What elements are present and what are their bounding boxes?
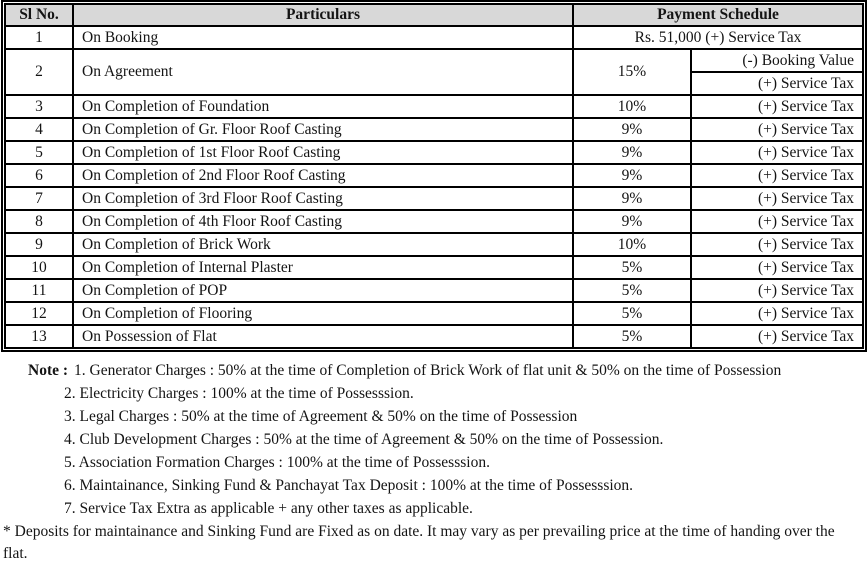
col-header-particulars: Particulars [72, 3, 574, 27]
notes-section: Note : 1. Generator Charges : 50% at the … [0, 359, 868, 565]
cell-service-tax: (+) Service Tax [690, 186, 864, 211]
cell-sl-no: 7 [4, 186, 74, 211]
cell-adjustment: (+) Service Tax [690, 71, 864, 96]
table-row: 12 On Completion of Flooring 5% (+) Serv… [4, 301, 864, 326]
note-item: 6. Maintainance, Sinking Fund & Panchaya… [64, 477, 634, 494]
cell-percent: 15% [572, 48, 692, 96]
table-row: 7 On Completion of 3rd Floor Roof Castin… [4, 186, 864, 211]
cell-particulars: On Completion of Brick Work [72, 232, 574, 257]
cell-service-tax: (+) Service Tax [690, 163, 864, 188]
cell-service-tax: (+) Service Tax [690, 301, 864, 326]
note-item: 5. Association Formation Charges : 100% … [64, 454, 490, 471]
note-item: 7. Service Tax Extra as applicable + any… [64, 500, 473, 517]
table-row: (+) Service Tax [5, 71, 864, 96]
cell-particulars: On Completion of Flooring [72, 301, 574, 326]
cell-sl-no: 10 [4, 255, 74, 280]
cell-sl-no: 1 [4, 25, 74, 50]
cell-particulars: On Completion of Foundation [72, 94, 574, 119]
table-row: 6 On Completion of 2nd Floor Roof Castin… [4, 163, 864, 188]
table-row: 4 On Completion of Gr. Floor Roof Castin… [4, 117, 864, 142]
table-row: 5 On Completion of 1st Floor Roof Castin… [4, 140, 864, 165]
col-header-sl-no: Sl No. [4, 3, 74, 27]
cell-percent: 5% [572, 324, 692, 349]
cell-particulars: On Completion of 3rd Floor Roof Casting [72, 186, 574, 211]
table-row: 3 On Completion of Foundation 10% (+) Se… [4, 94, 864, 119]
note-item: 1. Generator Charges : 50% at the time o… [74, 362, 782, 379]
table-row: 1 On Booking Rs. 51,000 (+) Service Tax [4, 25, 864, 50]
cell-particulars: On Completion of 4th Floor Roof Casting [72, 209, 574, 234]
cell-percent: 5% [572, 255, 692, 280]
cell-percent: 9% [572, 209, 692, 234]
cell-particulars: On Completion of 2nd Floor Roof Casting [72, 163, 574, 188]
header-row: Sl No. Particulars Payment Schedule [4, 3, 864, 27]
cell-sl-no: 4 [4, 117, 74, 142]
table-row: 13 On Possession of Flat 5% (+) Service … [4, 324, 864, 349]
cell-percent: 9% [572, 140, 692, 165]
cell-service-tax: (+) Service Tax [690, 117, 864, 142]
cell-percent: 5% [572, 278, 692, 303]
table-row: 10 On Completion of Internal Plaster 5% … [4, 255, 864, 280]
cell-adjustment: (-) Booking Value [690, 48, 864, 73]
cell-particulars: On Agreement [72, 48, 574, 96]
cell-sl-no: 8 [4, 209, 74, 234]
cell-service-tax: (+) Service Tax [690, 232, 864, 257]
cell-sl-no: 5 [4, 140, 74, 165]
cell-sl-no: 2 [4, 48, 74, 96]
cell-particulars: On Completion of Gr. Floor Roof Casting [72, 117, 574, 142]
schedule-table: Sl No. Particulars Payment Schedule 1 On… [4, 3, 864, 349]
cell-sl-no: 9 [4, 232, 74, 257]
note-line-1: Note : 1. Generator Charges : 50% at the … [0, 359, 868, 382]
cell-sl-no: 3 [4, 94, 74, 119]
cell-particulars: On Completion of 1st Floor Roof Casting [72, 140, 574, 165]
cell-percent: 9% [572, 186, 692, 211]
cell-service-tax: (+) Service Tax [690, 140, 864, 165]
col-header-payment-schedule: Payment Schedule [572, 3, 864, 27]
cell-sl-no: 13 [4, 324, 74, 349]
cell-percent: 5% [572, 301, 692, 326]
footnote: * Deposits for maintainance and Sinking … [3, 523, 835, 562]
cell-service-tax: (+) Service Tax [690, 255, 864, 280]
cell-service-tax: (+) Service Tax [690, 278, 864, 303]
cell-percent: 9% [572, 163, 692, 188]
table-row: 8 On Completion of 4th Floor Roof Castin… [4, 209, 864, 234]
cell-service-tax: (+) Service Tax [690, 94, 864, 119]
cell-percent: 10% [572, 94, 692, 119]
cell-particulars: On Booking [72, 25, 574, 50]
cell-payment-full: Rs. 51,000 (+) Service Tax [572, 25, 864, 50]
cell-sl-no: 12 [4, 301, 74, 326]
cell-percent: 10% [572, 232, 692, 257]
cell-particulars: On Completion of POP [72, 278, 574, 303]
cell-sl-no: 6 [4, 163, 74, 188]
note-label: Note : [28, 362, 69, 379]
cell-particulars: On Possession of Flat [72, 324, 574, 349]
cell-service-tax: (+) Service Tax [690, 209, 864, 234]
note-item: 4. Club Development Charges : 50% at the… [64, 431, 664, 448]
note-item: 3. Legal Charges : 50% at the time of Ag… [64, 408, 578, 425]
table-row: 11 On Completion of POP 5% (+) Service T… [4, 278, 864, 303]
payment-schedule-table: Sl No. Particulars Payment Schedule 1 On… [1, 0, 867, 352]
table-row: 2 On Agreement 15% (-) Booking Value [4, 48, 864, 96]
note-item: 2. Electricity Charges : 100% at the tim… [64, 385, 414, 402]
cell-percent: 9% [572, 117, 692, 142]
table-row: 9 On Completion of Brick Work 10% (+) Se… [4, 232, 864, 257]
cell-service-tax: (+) Service Tax [690, 324, 864, 349]
cell-sl-no: 11 [4, 278, 74, 303]
cell-particulars: On Completion of Internal Plaster [72, 255, 574, 280]
